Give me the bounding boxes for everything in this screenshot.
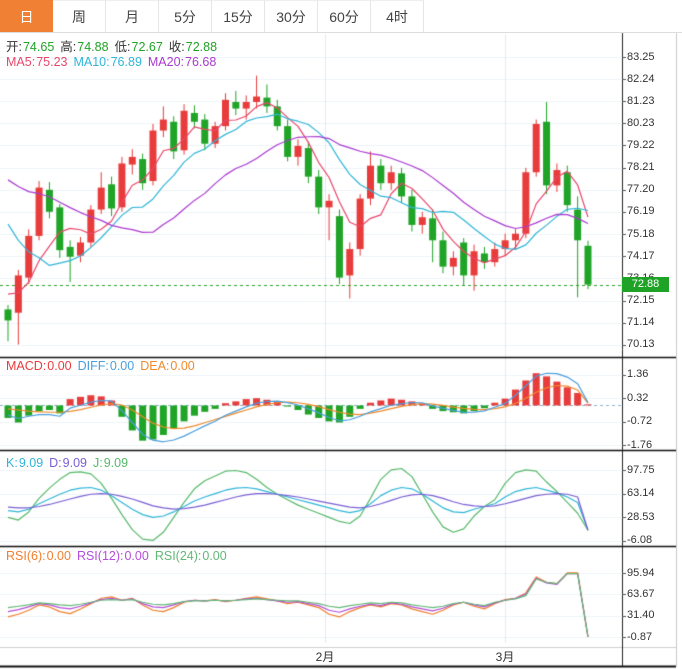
macd-axis-label: 0.32 [627,391,649,404]
price-axis-label: 77.20 [627,183,655,196]
x-axis-month-label: 3月 [495,650,515,664]
rsi-axis-label: -0.87 [627,630,653,643]
indicator-label: RSI(6): [6,549,46,563]
macd-axis-label: 1.36 [627,368,649,381]
tab-month[interactable]: 月 [106,0,159,32]
macd-axis-label: -0.72 [627,415,653,428]
indicator-label: MACD: [6,359,47,373]
indicator-value: 0.00 [124,549,149,563]
kdj-axis-label: 63.14 [627,487,655,499]
indicator-value: 0.00 [170,359,195,373]
tab-15min[interactable]: 15分 [212,0,265,32]
tab-4hour[interactable]: 4时 [371,0,424,32]
price-axis-label: 76.19 [627,205,655,218]
indicator-label: DEA: [140,359,170,373]
price-axis-label: 80.23 [627,116,655,129]
tab-30min[interactable]: 30分 [265,0,318,32]
macd-header: MACD:0.00 DIFF:0.00 DEA:0.00 [6,359,201,373]
indicator-value: 76.89 [110,55,142,69]
price-axis-label: 72.15 [627,294,655,307]
indicator-label: RSI(12): [76,549,124,563]
kdj-axis-label: -6.08 [627,534,653,546]
price-axis-label: 78.21 [627,161,655,174]
macd-axis-label: -1.76 [627,438,653,451]
indicator-value: 0.00 [47,359,72,373]
ohlc-header: 开:74.65 高:74.88 低:72.67 收:72.88 [6,36,223,55]
price-axis-label: 71.14 [627,316,655,329]
indicator-value: 0.00 [109,359,135,373]
rsi-axis-label: 31.40 [627,609,655,622]
indicator-value: 76.68 [185,55,217,69]
current-price-badge: 72.88 [622,277,669,292]
indicator-label: 低: [114,40,131,54]
price-axis-label: 81.23 [627,94,655,107]
tab-week[interactable]: 周 [53,0,106,32]
indicator-label: 开: [6,40,22,54]
price-axis-label: 70.13 [627,338,655,351]
price-axis-label: 83.25 [627,50,655,63]
indicator-value: 9.09 [18,456,44,470]
rsi-axis-label: 63.67 [627,587,655,600]
kdj-axis-label: 97.75 [627,463,655,476]
indicator-value: 74.88 [77,40,109,54]
kdj-axis-label: 28.53 [627,510,655,523]
indicator-label: D: [49,456,62,470]
kdj-header: K:9.09 D:9.09 J:9.09 [6,456,134,470]
indicator-value: 75.23 [36,55,68,69]
indicator-label: 收: [168,40,185,54]
timeframe-tabbar: 日周月 5分 15分 30分 60分 4时 [0,0,682,33]
indicator-value: 74.65 [22,40,55,54]
price-axis-label: 82.24 [627,72,655,85]
rsi-header: RSI(6):0.00 RSI(12):0.00 RSI(24):0.00 [6,549,233,563]
indicator-label: DIFF: [77,359,109,373]
price-axis-label: 74.17 [627,249,655,262]
indicator-label: MA20: [147,55,185,69]
x-axis-month-label: 2月 [315,650,335,664]
ma-header: MA5:75.23 MA10:76.89 MA20:76.68 [6,55,222,69]
tab-day[interactable]: 日 [0,0,53,32]
indicator-value: 0.00 [46,549,71,563]
indicator-value: 9.09 [62,456,87,470]
indicator-label: MA5: [6,55,36,69]
indicator-value: 0.00 [202,549,227,563]
indicator-label: RSI(24): [154,549,202,563]
indicator-value: 9.09 [103,456,129,470]
indicator-value: 72.88 [185,40,218,54]
price-axis-label: 75.18 [627,227,655,240]
indicator-value: 72.67 [131,40,163,54]
tab-60min[interactable]: 60分 [318,0,371,32]
rsi-axis-label: 95.94 [627,566,655,579]
price-axis-label: 79.22 [627,138,655,151]
tab-5min[interactable]: 5分 [159,0,212,32]
indicator-label: 高: [60,40,77,54]
indicator-label: MA10: [73,55,110,69]
indicator-label: K: [6,456,18,470]
indicator-label: J: [93,456,103,470]
